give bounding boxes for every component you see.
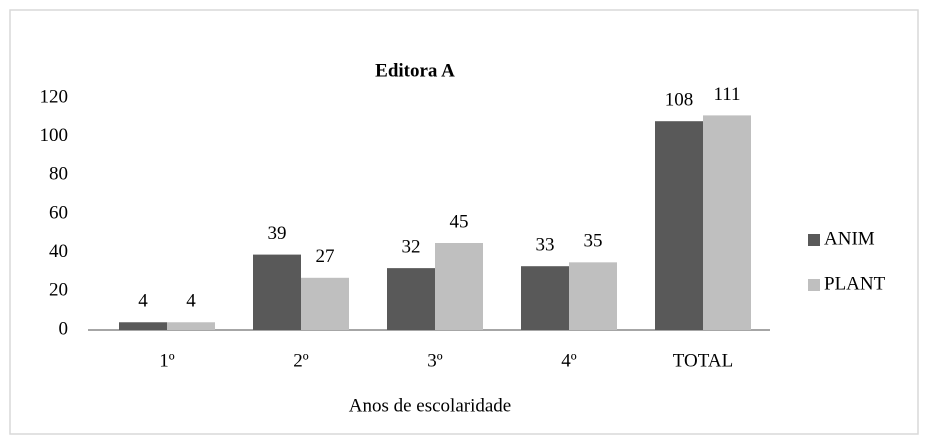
y-tick-label: 120 bbox=[40, 86, 69, 107]
y-tick-label: 0 bbox=[59, 318, 69, 339]
bar bbox=[119, 322, 167, 330]
data-label: 45 bbox=[450, 211, 469, 232]
data-label: 4 bbox=[186, 291, 196, 312]
x-tick-label: 3º bbox=[427, 350, 443, 371]
x-tick-label: TOTAL bbox=[673, 350, 733, 371]
bar bbox=[655, 121, 703, 330]
data-label: 108 bbox=[665, 90, 694, 111]
bar bbox=[521, 266, 569, 330]
y-tick-label: 60 bbox=[49, 202, 68, 223]
bar bbox=[253, 254, 301, 330]
bar bbox=[703, 115, 751, 331]
data-label: 111 bbox=[713, 84, 740, 105]
data-label: 32 bbox=[402, 236, 421, 257]
data-label: 39 bbox=[268, 223, 287, 244]
chart-border bbox=[9, 9, 919, 435]
bar bbox=[301, 277, 349, 330]
data-label: 35 bbox=[584, 231, 603, 252]
x-tick-label: 4º bbox=[561, 350, 577, 371]
bar bbox=[435, 243, 483, 330]
bar bbox=[167, 322, 215, 330]
y-tick-label: 80 bbox=[49, 164, 68, 185]
chart-title: Editora A bbox=[375, 60, 455, 81]
y-tick-label: 40 bbox=[49, 241, 68, 262]
data-label: 27 bbox=[316, 246, 335, 267]
legend-label: PLANT bbox=[824, 273, 886, 294]
y-tick-label: 100 bbox=[40, 125, 69, 146]
bar bbox=[569, 262, 617, 330]
x-tick-label: 1º bbox=[159, 350, 175, 371]
legend-swatch bbox=[808, 234, 820, 246]
x-tick-label: 2º bbox=[293, 350, 309, 371]
data-label: 4 bbox=[138, 291, 148, 312]
legend-label: ANIM bbox=[824, 228, 875, 249]
data-label: 33 bbox=[536, 235, 555, 256]
y-tick-label: 20 bbox=[49, 280, 68, 301]
x-axis-label: Anos de escolaridade bbox=[349, 395, 512, 416]
legend-swatch bbox=[808, 279, 820, 291]
bar bbox=[387, 268, 435, 330]
